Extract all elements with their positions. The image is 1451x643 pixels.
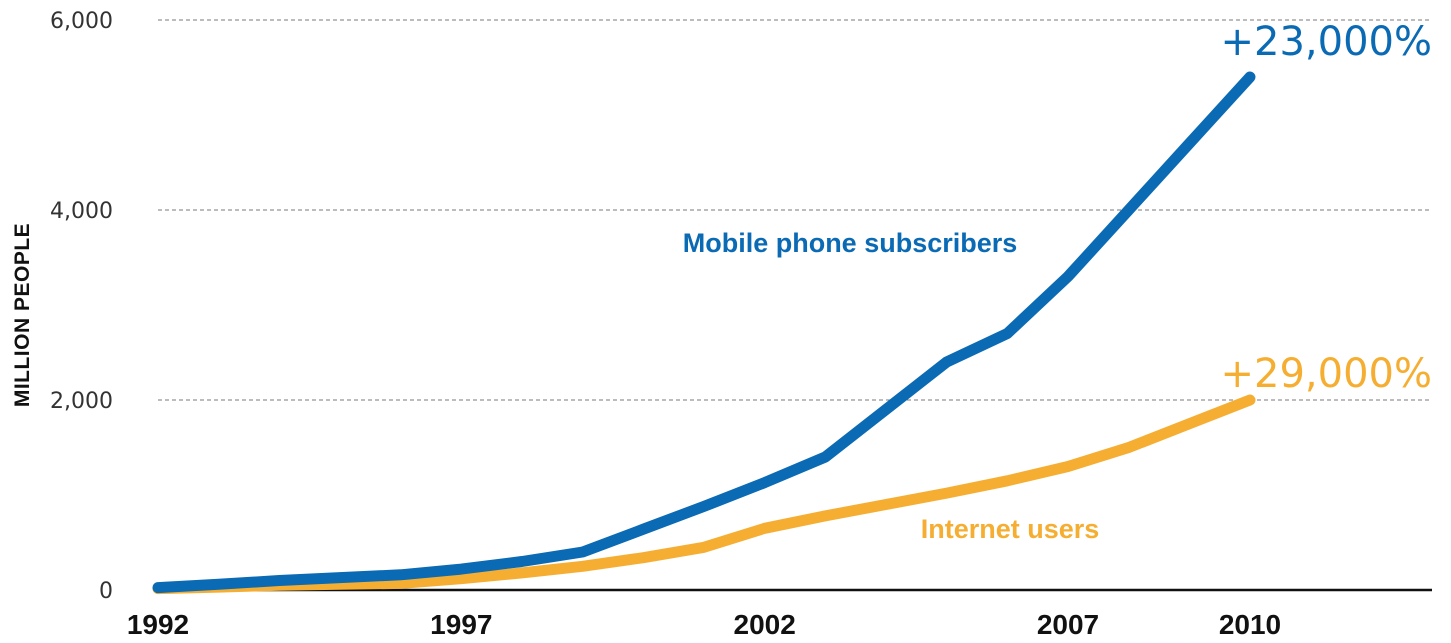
- y-tick-label: 0: [99, 579, 113, 604]
- series-end-label: +29,000%: [1221, 351, 1432, 397]
- mobile-subscribers-line: [152, 71, 1256, 594]
- x-axis-ticks: 1992 1997 2002 2007 2010: [127, 609, 1281, 640]
- series-end-label: +23,000%: [1221, 19, 1432, 65]
- series-group: Mobile phone subscribers +23,000% Internet…: [152, 19, 1432, 595]
- x-tick-label: 2010: [1219, 609, 1281, 640]
- x-tick-label: 1992: [127, 609, 189, 640]
- series-label: Internet users: [921, 514, 1100, 544]
- y-tick-label: 2,000: [50, 389, 113, 414]
- y-tick-label: 4,000: [50, 199, 113, 224]
- y-axis-label: MILLION PEOPLE: [11, 223, 34, 407]
- internet-users-line: [152, 394, 1256, 595]
- x-tick-label: 2007: [1037, 609, 1099, 640]
- x-tick-label: 2002: [734, 609, 796, 640]
- gridlines: [158, 19, 1432, 401]
- y-axis-ticks: 0 2,000 4,000 6,000: [50, 9, 113, 604]
- x-tick-label: 1997: [430, 609, 492, 640]
- y-tick-label: 6,000: [50, 9, 113, 34]
- series-label: Mobile phone subscribers: [683, 228, 1018, 258]
